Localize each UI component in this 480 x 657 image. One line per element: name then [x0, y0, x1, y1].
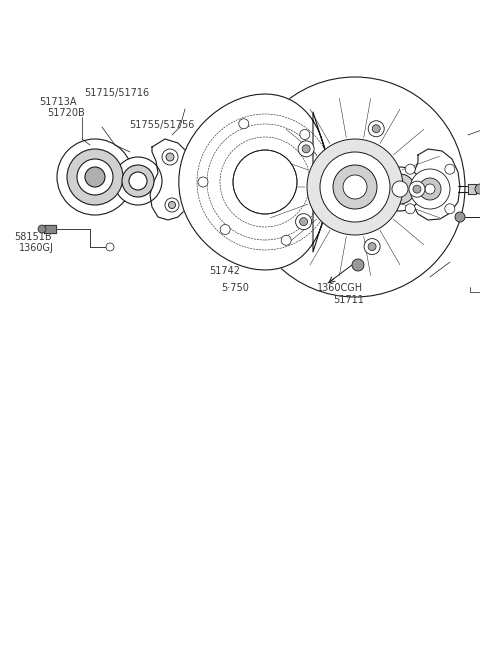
Circle shape: [57, 139, 133, 215]
Polygon shape: [44, 225, 56, 233]
Circle shape: [300, 217, 308, 225]
Circle shape: [166, 153, 174, 161]
Circle shape: [38, 225, 46, 233]
Circle shape: [343, 175, 367, 199]
Circle shape: [281, 235, 291, 245]
Circle shape: [392, 181, 408, 197]
Circle shape: [455, 212, 465, 222]
Circle shape: [405, 204, 415, 214]
Text: 5·750: 5·750: [221, 283, 249, 293]
Circle shape: [300, 129, 310, 139]
Circle shape: [114, 157, 162, 205]
Polygon shape: [410, 149, 460, 220]
Circle shape: [368, 121, 384, 137]
Circle shape: [129, 172, 147, 190]
Circle shape: [162, 149, 178, 165]
Circle shape: [352, 259, 364, 271]
Circle shape: [122, 165, 154, 197]
Circle shape: [368, 242, 376, 250]
Text: 51712: 51712: [235, 113, 266, 124]
Circle shape: [419, 178, 441, 200]
Circle shape: [245, 77, 465, 297]
Text: 51713A: 51713A: [39, 97, 77, 107]
Circle shape: [302, 145, 310, 153]
Circle shape: [364, 238, 380, 255]
Text: 51720B: 51720B: [266, 126, 304, 137]
Circle shape: [77, 159, 113, 195]
Circle shape: [405, 164, 415, 174]
Text: 51742: 51742: [209, 265, 240, 276]
Polygon shape: [468, 184, 476, 194]
Circle shape: [410, 169, 450, 209]
Circle shape: [425, 184, 435, 194]
Circle shape: [307, 139, 403, 235]
Circle shape: [85, 167, 105, 187]
Polygon shape: [179, 94, 325, 270]
Text: 51755/51756: 51755/51756: [130, 120, 195, 130]
Circle shape: [198, 177, 208, 187]
Circle shape: [233, 150, 297, 214]
Circle shape: [445, 164, 455, 174]
Text: 1360CGH: 1360CGH: [317, 283, 363, 293]
Circle shape: [445, 204, 455, 214]
Circle shape: [378, 167, 422, 211]
Text: 1360GJ: 1360GJ: [19, 243, 54, 254]
Text: 51713A: 51713A: [266, 138, 304, 148]
Polygon shape: [150, 139, 196, 220]
Circle shape: [409, 181, 425, 197]
Text: 58151B: 58151B: [14, 231, 52, 242]
Text: 51715/51716: 51715/51716: [84, 88, 149, 99]
Circle shape: [320, 152, 390, 222]
Circle shape: [413, 185, 421, 193]
Circle shape: [298, 141, 314, 157]
Circle shape: [239, 119, 249, 129]
Circle shape: [165, 198, 179, 212]
Circle shape: [168, 202, 176, 208]
Circle shape: [385, 174, 415, 204]
Circle shape: [372, 125, 380, 133]
Circle shape: [475, 184, 480, 194]
Circle shape: [67, 149, 123, 205]
Circle shape: [333, 165, 377, 209]
Circle shape: [106, 243, 114, 251]
Text: 51711: 51711: [334, 295, 364, 306]
Circle shape: [296, 214, 312, 230]
Circle shape: [220, 225, 230, 235]
Text: 51720B: 51720B: [47, 108, 85, 118]
